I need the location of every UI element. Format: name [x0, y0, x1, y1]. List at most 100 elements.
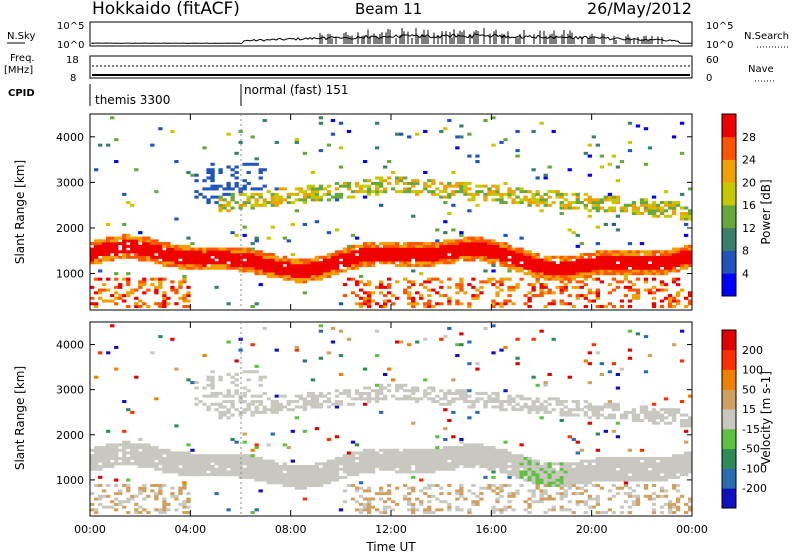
power-cell — [547, 195, 552, 199]
power-cell — [623, 255, 629, 259]
power-cell — [374, 121, 380, 125]
velocity-cell — [467, 362, 472, 366]
power-cell — [411, 283, 416, 287]
power-cell — [451, 228, 456, 232]
velocity-cell — [571, 475, 576, 479]
power-cell — [479, 244, 484, 248]
velocity-cell — [218, 465, 223, 469]
velocity-cell — [314, 400, 320, 404]
velocity-cell — [479, 492, 484, 496]
power-cell — [487, 242, 492, 246]
power-cell — [543, 176, 548, 180]
velocity-cell — [374, 354, 380, 358]
power-cell — [403, 244, 408, 248]
velocity-cell — [318, 475, 324, 479]
velocity-cell — [551, 462, 556, 466]
power-cell — [382, 299, 388, 303]
velocity-cell — [150, 454, 155, 458]
velocity-cell — [535, 473, 540, 477]
velocity-cell — [154, 446, 159, 450]
power-cell — [362, 247, 368, 251]
velocity-cell — [611, 413, 617, 417]
velocity-cell — [266, 443, 271, 447]
velocity-cell — [386, 462, 392, 466]
velocity-cell — [635, 494, 641, 498]
velocity-cell — [427, 494, 432, 498]
power-cell — [282, 277, 287, 281]
velocity-cell — [563, 467, 568, 471]
velocity-cell — [186, 465, 191, 469]
velocity-cell — [595, 462, 600, 466]
power-cell — [374, 190, 380, 194]
power-cell — [366, 258, 372, 262]
power-cell — [551, 255, 556, 259]
velocity-cell — [511, 405, 516, 409]
power-cell — [627, 269, 633, 273]
power-cell — [338, 195, 344, 199]
velocity-cell — [366, 394, 372, 398]
velocity-cell — [443, 500, 448, 504]
velocity-cell — [571, 481, 576, 485]
power-cell — [206, 176, 211, 180]
power-cell — [118, 285, 123, 289]
velocity-cell — [659, 478, 665, 482]
power-cell — [655, 258, 661, 262]
power-cell — [378, 176, 384, 180]
velocity-cell — [495, 500, 500, 504]
power-cell — [370, 291, 376, 295]
velocity-cell — [591, 408, 596, 412]
velocity-cell — [531, 408, 536, 412]
power-cell — [202, 195, 207, 199]
velocity-cell — [162, 459, 167, 463]
velocity-cell — [535, 405, 540, 409]
power-cell — [595, 253, 600, 257]
power-cell — [286, 201, 291, 205]
velocity-cell — [515, 489, 520, 493]
velocity-cell — [515, 467, 520, 471]
velocity-cell — [523, 456, 528, 460]
power-cell — [230, 187, 235, 191]
power-cell — [170, 244, 175, 248]
velocity-cell — [687, 497, 692, 501]
velocity-cell — [222, 459, 227, 463]
velocity-cell — [198, 454, 203, 458]
power-cell — [274, 192, 279, 196]
velocity-cell — [555, 478, 560, 482]
velocity-cell — [407, 470, 412, 474]
velocity-cell — [298, 465, 303, 469]
velocity-cell — [198, 462, 203, 466]
nsky-strip-frame — [89, 21, 693, 47]
colorbar-swatch — [722, 409, 736, 430]
velocity-cell — [535, 408, 540, 412]
power-cell — [162, 250, 167, 254]
velocity-cell — [366, 470, 372, 474]
velocity-cell — [94, 456, 99, 460]
power-cell — [471, 255, 476, 259]
velocity-cell — [627, 511, 633, 515]
power-cell — [491, 247, 496, 251]
velocity-cell — [455, 497, 460, 501]
velocity-cell — [619, 467, 625, 471]
velocity-cell — [643, 370, 649, 374]
velocity-cell — [226, 408, 231, 412]
velocity-cell — [659, 470, 665, 474]
power-cell — [242, 203, 247, 207]
power-cell — [459, 190, 464, 194]
power-cell — [535, 280, 540, 284]
velocity-cell — [106, 462, 111, 466]
power-cell — [122, 277, 127, 281]
nsearch-label: N.Search — [744, 31, 789, 42]
power-cell — [599, 272, 604, 276]
power-cell — [495, 280, 500, 284]
power-cell — [370, 181, 376, 185]
power-cell — [479, 190, 484, 194]
power-cell — [543, 283, 548, 287]
power-cell — [583, 203, 588, 207]
velocity-cell — [563, 489, 568, 493]
power-cell — [419, 261, 424, 265]
velocity-cell — [162, 500, 167, 504]
velocity-cell — [435, 462, 440, 466]
velocity-cell — [483, 475, 488, 479]
velocity-cell — [374, 456, 380, 460]
power-cell — [603, 266, 609, 270]
